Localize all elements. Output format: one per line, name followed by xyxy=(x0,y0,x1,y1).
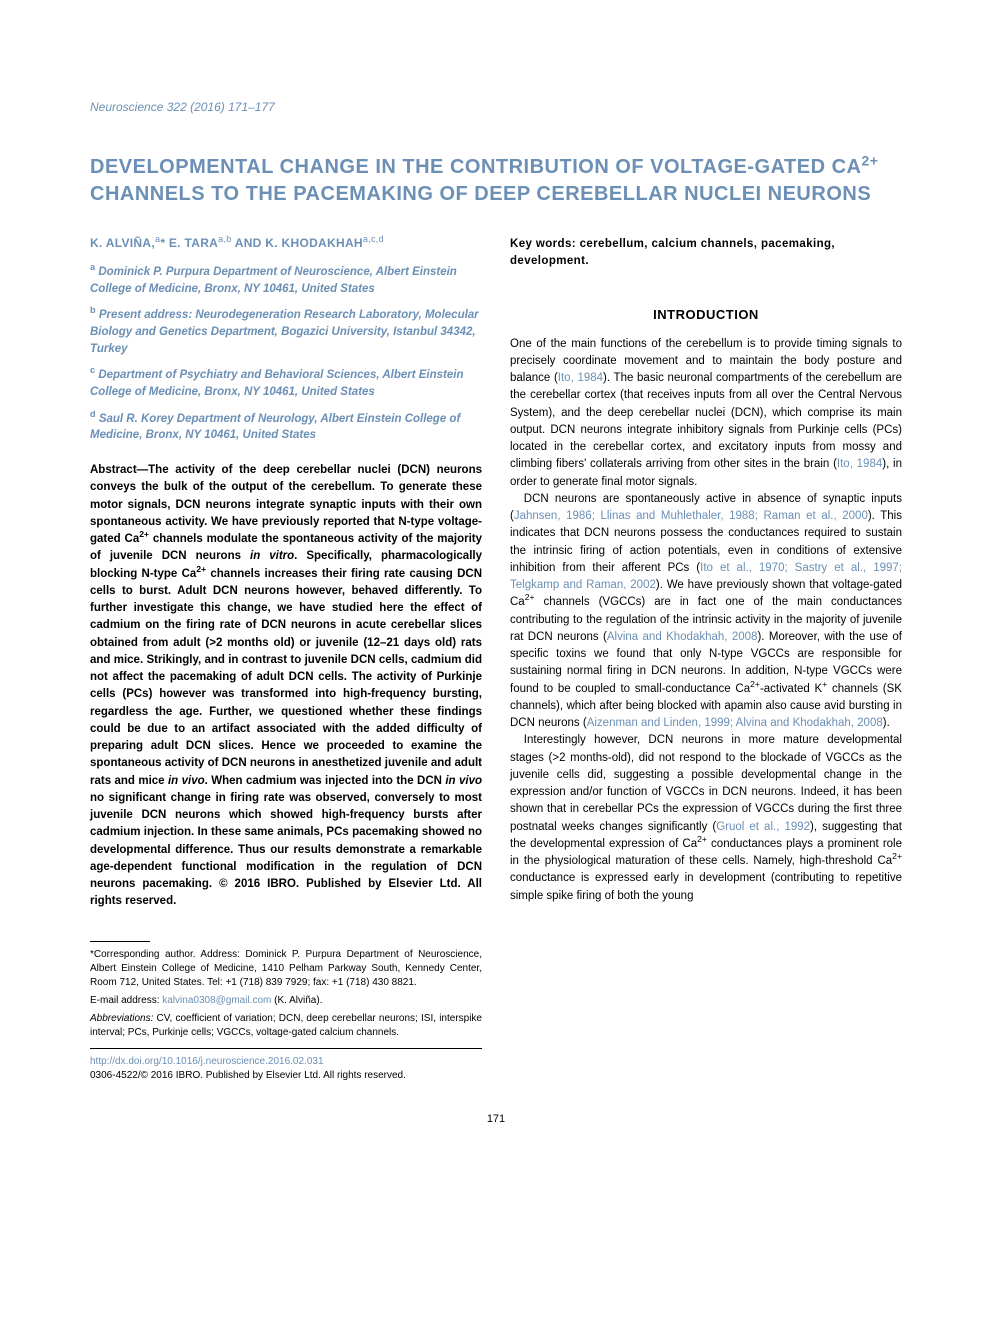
doi-link[interactable]: http://dx.doi.org/10.1016/j.neuroscience… xyxy=(90,1056,324,1067)
corresponding-author: *Corresponding author. Address: Dominick… xyxy=(90,948,482,990)
email-line: E-mail address: kalvina0308@gmail.com (K… xyxy=(90,994,482,1008)
right-column: Key words: cerebellum, calcium channels,… xyxy=(510,236,902,1083)
affiliation-a: a Dominick P. Purpura Department of Neur… xyxy=(90,264,482,297)
intro-para-1: One of the main functions of the cerebel… xyxy=(510,336,902,491)
doi-block: http://dx.doi.org/10.1016/j.neuroscience… xyxy=(90,1055,482,1083)
email-person: (K. Alviña). xyxy=(271,995,322,1006)
email-link[interactable]: kalvina0308@gmail.com xyxy=(162,995,271,1006)
abstract: Abstract—The activity of the deep cerebe… xyxy=(90,462,482,911)
affiliation-c: c Department of Psychiatry and Behaviora… xyxy=(90,367,482,400)
affil-sup: a xyxy=(90,262,95,272)
email-label: E-mail address: xyxy=(90,995,162,1006)
section-heading-introduction: INTRODUCTION xyxy=(510,307,902,322)
affiliation-b: b Present address: Neurodegeneration Res… xyxy=(90,307,482,357)
article-title: DEVELOPMENTAL CHANGE IN THE CONTRIBUTION… xyxy=(90,154,902,208)
doi-divider xyxy=(90,1048,482,1049)
page-number: 171 xyxy=(90,1113,902,1125)
journal-citation: 322 (2016) 171–177 xyxy=(167,100,275,114)
author-list: K. ALVIÑA,a* E. TARAa,b AND K. KHODAKHAH… xyxy=(90,236,482,250)
intro-para-3: Interestingly however, DCN neurons in mo… xyxy=(510,732,902,905)
two-column-layout: K. ALVIÑA,a* E. TARAa,b AND K. KHODAKHAH… xyxy=(90,236,902,1083)
abbreviations: Abbreviations: CV, coefficient of variat… xyxy=(90,1012,482,1040)
affil-text: Saul R. Korey Department of Neurology, A… xyxy=(90,413,460,442)
affil-text: Dominick P. Purpura Department of Neuros… xyxy=(90,266,457,295)
affiliation-d: d Saul R. Korey Department of Neurology,… xyxy=(90,411,482,444)
intro-para-2: DCN neurons are spontaneously active in … xyxy=(510,491,902,733)
journal-reference: Neuroscience 322 (2016) 171–177 xyxy=(90,100,902,114)
copyright-line: 0306-4522/© 2016 IBRO. Published by Else… xyxy=(90,1070,406,1081)
affil-sup: b xyxy=(90,306,96,316)
journal-name: Neuroscience xyxy=(90,100,163,114)
affil-sup: c xyxy=(90,366,95,376)
affil-sup: d xyxy=(90,409,96,419)
keywords: Key words: cerebellum, calcium channels,… xyxy=(510,236,902,271)
footnote-divider xyxy=(90,941,150,942)
affil-text: Present address: Neurodegeneration Resea… xyxy=(90,309,479,354)
affil-text: Department of Psychiatry and Behavioral … xyxy=(90,369,463,398)
left-column: K. ALVIÑA,a* E. TARAa,b AND K. KHODAKHAH… xyxy=(90,236,482,1083)
